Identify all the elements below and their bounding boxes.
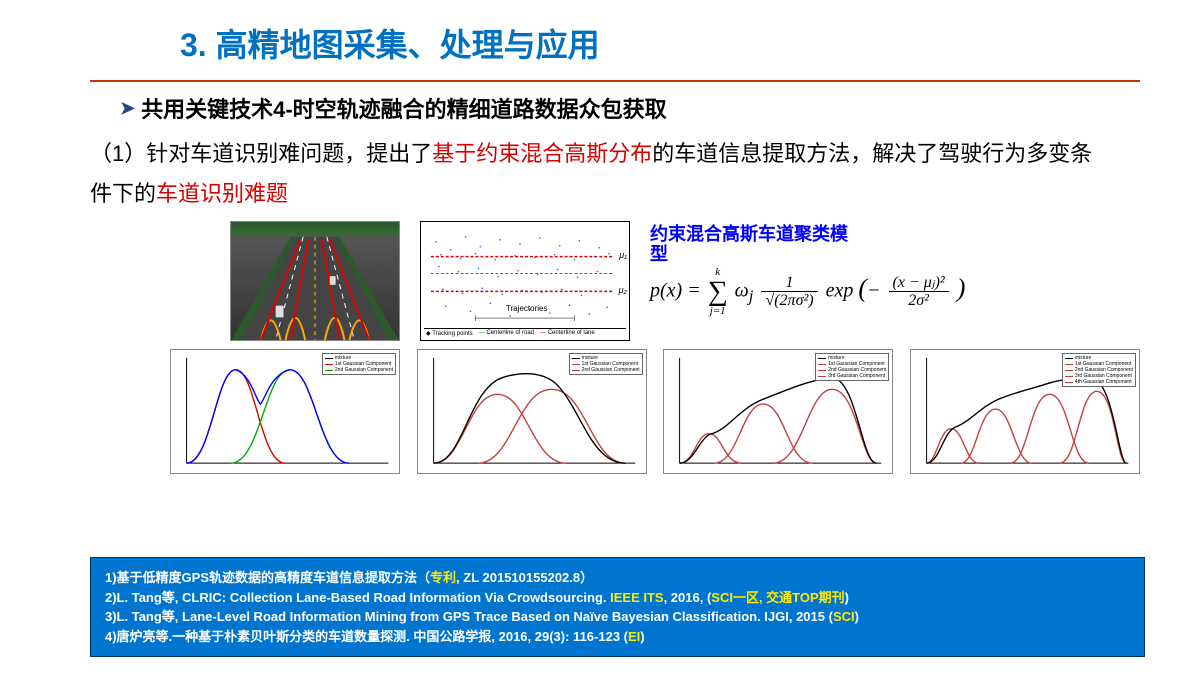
road-photo	[230, 221, 400, 341]
scatter-plot: μ₁ μ₂ Trajectories ◆ Tracking points — C…	[420, 221, 630, 341]
references-box: 1)基于低精度GPS轨迹数据的高精度车道信息提取方法（专利, ZL 201510…	[90, 557, 1145, 657]
gaussian-chart-4: mixture1st Gaussian Component2nd Gaussia…	[910, 349, 1140, 474]
subtitle: 共用关键技术4-时空轨迹融合的精细道路数据众包获取	[141, 92, 667, 124]
page-title: 3. 高精地图采集、处理与应用	[180, 20, 1200, 66]
body-paragraph: （1）针对车道识别难问题，提出了基于约束混合高斯分布的车道信息提取方法，解决了驾…	[0, 124, 1200, 213]
gaussian-chart-1: mixture1st Gaussian Component2nd Gaussia…	[170, 349, 400, 474]
bullet-arrow: ➤	[120, 98, 135, 119]
formula-block: 约束混合高斯车道聚类模型 p(x) = k ∑ j=1 ωj 1 √(2πσ²)…	[650, 221, 1110, 317]
gaussian-chart-3: mixture1st Gaussian Component2nd Gaussia…	[663, 349, 893, 474]
gaussian-chart-2: mixture1st Gaussian Component2nd Gaussia…	[417, 349, 647, 474]
title-underline	[90, 80, 1140, 82]
gaussian-charts-row: mixture1st Gaussian Component2nd Gaussia…	[0, 341, 1200, 474]
